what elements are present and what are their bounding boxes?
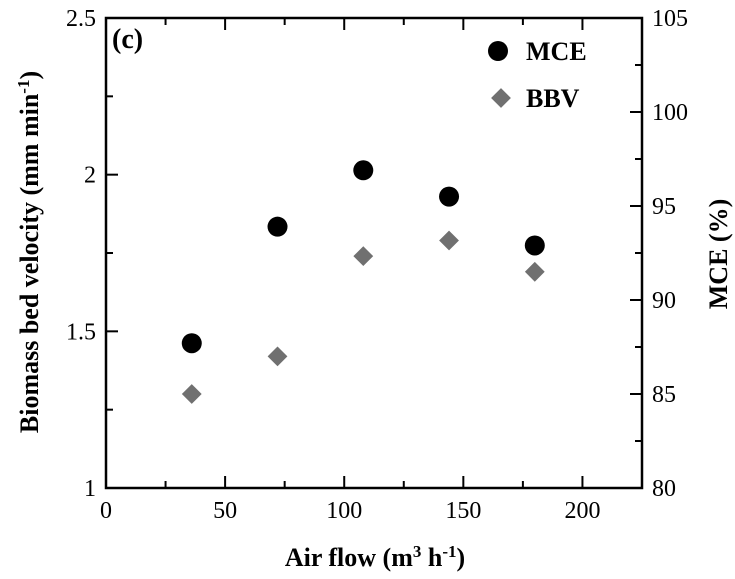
panel-label: (c): [112, 24, 143, 55]
bbv-point: [182, 384, 202, 404]
legend: MCE BBV: [488, 37, 587, 113]
mce-point: [353, 160, 373, 180]
bbv-point: [353, 246, 373, 266]
x-tick-label: 200: [564, 498, 600, 524]
mce-point: [525, 235, 545, 255]
legend-label-bbv: BBV: [526, 84, 580, 113]
y2-tick-label: 85: [652, 382, 676, 408]
bbv-point: [268, 347, 288, 367]
legend-label-mce: MCE: [526, 37, 587, 66]
x-tick-label: 0: [100, 498, 112, 524]
tick-labels: 0 50 100 150 200 1 1.5 2 2.5 80 85 90 95 100 105: [66, 6, 688, 524]
legend-marker-bbv: [491, 88, 511, 108]
x-tick-label: 150: [445, 498, 481, 524]
y2-tick-label: 80: [652, 476, 676, 502]
y-tick-label: 2.5: [66, 6, 96, 32]
x-axis-label: Air flow (m3 h-1): [285, 542, 465, 572]
y-axis-label: Biomass bed velocity (mm min-1): [14, 71, 44, 433]
y-tick-label: 2: [84, 163, 96, 189]
y2-axis-label: MCE (%): [704, 199, 733, 309]
x-tick-label: 50: [213, 498, 237, 524]
bbv-point: [439, 231, 459, 251]
y2-tick-label: 105: [652, 6, 688, 32]
legend-marker-mce: [488, 41, 508, 61]
y2-tick-label: 90: [652, 288, 676, 314]
y-tick-label: 1: [84, 476, 96, 502]
mce-point: [268, 217, 288, 237]
mce-point: [182, 333, 202, 353]
x-tick-label: 100: [326, 498, 362, 524]
data-markers: [182, 160, 545, 404]
mce-point: [439, 187, 459, 207]
y2-tick-label: 100: [652, 100, 688, 126]
y2-tick-label: 95: [652, 194, 676, 220]
y-tick-label: 1.5: [66, 319, 96, 345]
bbv-point: [525, 262, 545, 282]
